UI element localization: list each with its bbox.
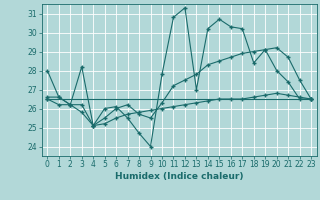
X-axis label: Humidex (Indice chaleur): Humidex (Indice chaleur) (115, 172, 244, 181)
